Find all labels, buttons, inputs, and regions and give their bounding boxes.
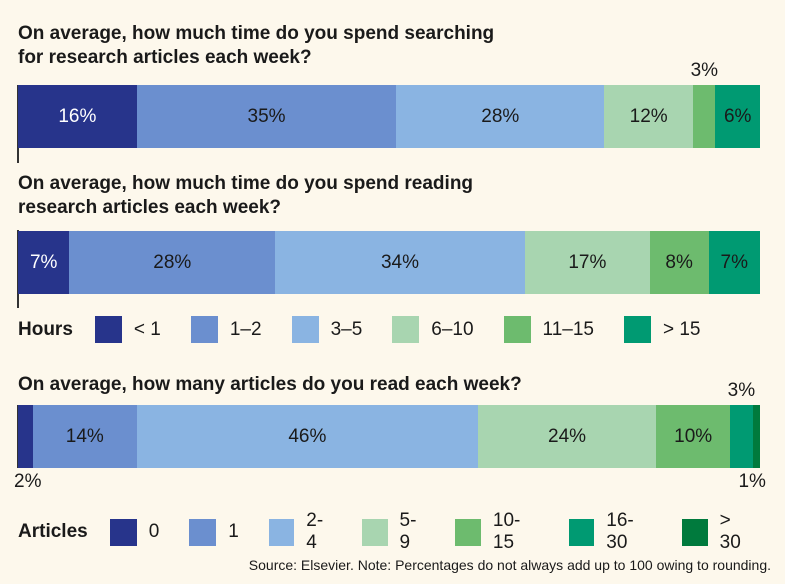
- legend-swatch: [503, 316, 531, 343]
- data-label: 1%: [738, 471, 766, 492]
- chart2-title: On average, how much time do you spend r…: [18, 172, 473, 220]
- legend-label: 1–2: [229, 318, 262, 340]
- legend-swatch: [189, 518, 217, 546]
- data-label: 2%: [14, 471, 42, 492]
- chart1-title: On average, how much time do you spend s…: [18, 22, 494, 70]
- data-label: 35%: [247, 105, 286, 127]
- legend-label: 16-30: [606, 510, 634, 553]
- data-label: 16%: [58, 105, 97, 127]
- legend-title: Articles: [18, 521, 88, 542]
- bar-segment-2-5: 8%: [649, 231, 709, 294]
- legend-item: 1–2: [190, 316, 262, 343]
- bar-segment-2-4: 17%: [524, 231, 650, 294]
- legend-item: 10-15: [455, 510, 538, 554]
- data-label: 28%: [153, 251, 192, 273]
- legend-swatch: [623, 316, 651, 343]
- data-label: 8%: [665, 251, 693, 273]
- legend-item: > 15: [623, 316, 701, 343]
- legend-label: 0: [148, 521, 160, 542]
- legend-articles: Articles 0 1 2-4 5-9 10-15 16-30 > 30: [18, 510, 785, 554]
- bar-segment-2-2: 28%: [69, 231, 276, 294]
- legend-label: > 15: [662, 318, 701, 340]
- data-label: 3%: [727, 380, 756, 401]
- legend-swatch: [362, 518, 388, 546]
- legend-swatch: [291, 316, 319, 343]
- legend-item: 1: [189, 518, 239, 546]
- legend-swatch: [568, 518, 595, 546]
- legend-item: 0: [109, 518, 160, 546]
- data-label: 46%: [288, 425, 327, 447]
- legend-label: 10-15: [492, 510, 521, 553]
- bar-segment-3-2: 14%: [32, 405, 137, 468]
- chart3-title: On average, how many articles do you rea…: [18, 373, 522, 397]
- bar-segment-1-6: 6%: [715, 85, 760, 148]
- legend-swatch: [455, 518, 481, 546]
- data-label: 34%: [380, 251, 420, 273]
- legend-swatch: [190, 316, 218, 343]
- chart2-title-line2: research articles each week?: [18, 197, 282, 218]
- bar-segment-3-4: 24%: [478, 405, 657, 468]
- source-note: Source: Elsevier. Note: Percentages do n…: [248, 557, 771, 573]
- legend-item: < 1: [94, 316, 161, 343]
- legend-label: 1: [228, 521, 239, 542]
- bar-segment-3-5: 10%: [656, 405, 731, 468]
- data-label: 7%: [720, 251, 748, 273]
- bar-segment-1-3: 28%: [396, 85, 605, 148]
- legend-swatch: [392, 316, 420, 343]
- data-label: 17%: [568, 251, 607, 273]
- legend-item: 11–15: [503, 316, 594, 343]
- legend-label: 2-4: [306, 510, 324, 553]
- bar-segment-3-1: 2%: [14, 405, 41, 492]
- legend-item: 16-30: [568, 510, 652, 554]
- data-label: 6%: [723, 105, 752, 127]
- legend-item: 2-4: [268, 510, 332, 554]
- bar-segment-2-3: 34%: [275, 231, 525, 294]
- legend-label: 5-9: [399, 510, 417, 553]
- data-label: 28%: [481, 105, 520, 127]
- legend-swatch: [268, 518, 295, 546]
- chart3-title-line1: On average, how many articles do you rea…: [18, 374, 522, 395]
- data-label: 3%: [690, 60, 719, 81]
- data-label: 12%: [629, 105, 668, 127]
- bar-segment-1-2: 35%: [136, 85, 397, 148]
- data-label: 14%: [65, 425, 104, 447]
- bar-segment-1-1: 16%: [18, 85, 137, 148]
- legend-hours: Hours < 1 1–2 3–5 6–10 11–15 > 15: [18, 316, 731, 343]
- bar-segment-2-6: 7%: [708, 231, 760, 294]
- data-label: 7%: [29, 251, 58, 273]
- bar-segment-3-6: 3%: [728, 380, 755, 468]
- data-label: 24%: [548, 425, 587, 447]
- chart3-bar: 2% 14% 46% 24% 10% 3% 1%: [14, 380, 766, 492]
- bar-segment-3-3: 46%: [136, 405, 479, 468]
- legend-label: 11–15: [542, 318, 594, 340]
- legend-label: > 30: [719, 510, 741, 553]
- legend-label: 3–5: [330, 318, 363, 340]
- chart2-bar: 7% 28% 34% 17% 8% 7%: [18, 231, 760, 294]
- legend-swatch: [94, 316, 122, 343]
- legend-title: Hours: [18, 318, 73, 340]
- chart1-title-line1: On average, how much time do you spend s…: [18, 23, 495, 44]
- legend-item: 6–10: [392, 316, 474, 343]
- chart1-bar: 16% 35% 28% 12% 3% 6%: [18, 60, 760, 148]
- legend-swatch: [109, 518, 137, 546]
- chart1-title-line2: for research articles each week?: [18, 47, 312, 68]
- legend-item: 5-9: [362, 510, 425, 554]
- legend-label: 6–10: [431, 318, 474, 340]
- legend-swatch: [682, 518, 708, 546]
- legend-item: 3–5: [291, 316, 363, 343]
- bar-segment-1-4: 12%: [604, 85, 694, 148]
- bar-segment-3-7: 1%: [738, 405, 766, 492]
- data-label: 10%: [674, 425, 713, 447]
- legend-item: > 30: [682, 510, 755, 554]
- bar-segment-1-5: 3%: [691, 60, 718, 148]
- bar-segment-2-1: 7%: [18, 231, 70, 294]
- legend-label: < 1: [133, 318, 161, 340]
- chart2-title-line1: On average, how much time do you spend r…: [18, 173, 474, 194]
